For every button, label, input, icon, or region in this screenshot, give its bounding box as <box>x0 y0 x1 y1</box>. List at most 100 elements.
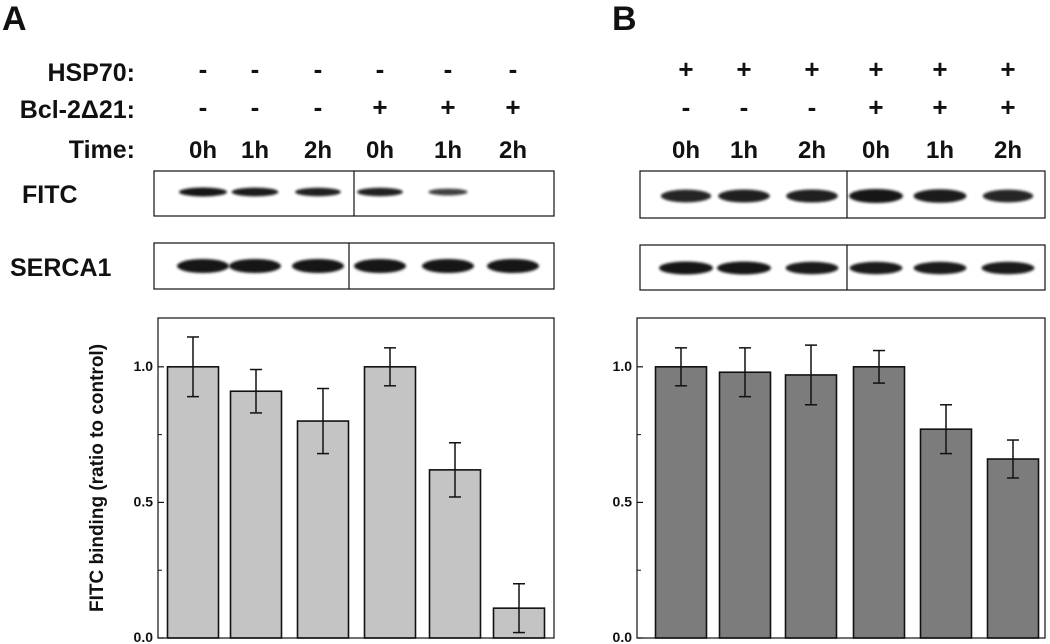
serca1-band-3 <box>292 259 344 273</box>
y-tick-label-1: 0.0 <box>134 629 154 644</box>
serca1-band-5 <box>913 261 967 275</box>
row-label-hsp70: HSP70: <box>47 59 135 87</box>
fitc-band-1 <box>660 189 712 203</box>
bar-6 <box>986 458 1040 639</box>
panel-a-bcl2-5: + <box>440 92 455 122</box>
bar-2 <box>229 390 283 639</box>
panel-a-bcl2-3: - <box>314 92 323 122</box>
panel-b-time-2: 1h <box>730 137 758 164</box>
bar-4 <box>852 366 906 639</box>
fitc-band-4 <box>849 189 903 203</box>
error-bar-1 <box>675 347 687 387</box>
panel-b-bcl2-6: + <box>1000 92 1015 122</box>
panel-b-bcl2-4: + <box>868 92 883 122</box>
blot-label-serca1: SERCA1 <box>10 254 112 282</box>
bar-5 <box>428 469 482 639</box>
panel-b-time-1: 0h <box>672 137 700 164</box>
serca1-band-4 <box>354 259 406 273</box>
y-tick-label-3: 1.0 <box>613 358 633 374</box>
serca1-band-4 <box>849 261 903 275</box>
fitc-band-2 <box>231 187 279 197</box>
error-bar-3 <box>805 344 817 406</box>
serca1-band-1 <box>177 259 229 273</box>
fitc-band-5 <box>428 188 468 196</box>
panel-b-hsp70-4: + <box>868 54 883 84</box>
panel-a-time-1: 0h <box>189 137 217 164</box>
bar-2 <box>718 371 772 639</box>
panel-b-time-3: 2h <box>798 137 826 164</box>
panel-a-hsp70-6: - <box>509 54 518 84</box>
panel-a-hsp70-1: - <box>199 54 208 84</box>
error-bar-5 <box>449 441 461 498</box>
panel-b-serca1-blot <box>639 244 1046 291</box>
serca1-band-5 <box>422 259 474 273</box>
bar-1 <box>654 366 708 639</box>
panel-b-bcl2-1: - <box>682 92 691 122</box>
panel-b-bcl2-5: + <box>932 92 947 122</box>
plot-frame <box>157 317 555 639</box>
error-bar-2 <box>250 368 262 414</box>
panel-a-hsp70-4: - <box>376 54 385 84</box>
panel-a-time-5: 1h <box>434 137 462 164</box>
panel-a-time-6: 2h <box>499 137 527 164</box>
panel-b-letter: B <box>612 0 637 38</box>
panel-a-condition-rows: - - - - - - - - - + + +0h 1h 2h 0h 1h 2h <box>189 54 527 164</box>
panel-a-hsp70-2: - <box>251 54 260 84</box>
serca1-band-6 <box>981 261 1035 275</box>
serca1-band-1 <box>659 261 713 275</box>
fitc-band-1 <box>179 187 227 197</box>
row-label-bcl2: Bcl-2Δ21: <box>20 96 135 124</box>
fitc-band-5 <box>913 189 967 203</box>
bar-5 <box>919 428 973 639</box>
plot-frame <box>636 317 1046 639</box>
panel-a-bcl2-2: - <box>251 92 260 122</box>
panel-b-time-5: 1h <box>926 137 954 164</box>
panel-b-hsp70-3: + <box>804 54 819 84</box>
serca1-band-3 <box>785 261 839 275</box>
fitc-band-3 <box>295 187 341 197</box>
error-bar-2 <box>739 347 751 398</box>
y-axis-label: FITC binding (ratio to control) <box>87 344 108 612</box>
error-bar-5 <box>940 404 952 455</box>
panel-b-condition-rows: + + + + + + - - - + + +0h 1h 2h 0h 1h 2h <box>672 54 1022 164</box>
y-tick-label-3: 1.0 <box>134 358 154 374</box>
panel-a-letter: A <box>2 0 27 38</box>
panel-a-hsp70-3: - <box>314 54 323 84</box>
row-label-time: Time: <box>69 136 135 164</box>
y-tick-label-2: 0.5 <box>613 493 633 509</box>
fitc-band-6 <box>982 189 1034 203</box>
panel-b-hsp70-6: + <box>1000 54 1015 84</box>
error-bar-4 <box>384 347 396 387</box>
panel-a-bar-chart: FITC binding (ratio to control) 0.0 0.5 1.… <box>87 317 555 644</box>
panel-a-fitc-blot <box>153 170 555 217</box>
panel-b-time-4: 0h <box>862 137 890 164</box>
panel-a-time-4: 0h <box>366 137 394 164</box>
bar-3 <box>784 374 838 639</box>
error-bar-1 <box>187 336 199 398</box>
error-bar-4 <box>873 349 885 384</box>
serca1-band-6 <box>487 259 539 273</box>
panel-a-time-2: 1h <box>241 137 269 164</box>
error-bar-3 <box>317 387 329 455</box>
panel-b-time-6: 2h <box>994 137 1022 164</box>
fitc-band-4 <box>357 187 403 197</box>
blot-label-fitc: FITC <box>22 181 78 209</box>
panel-a-serca1-blot <box>153 242 555 290</box>
fitc-band-3 <box>786 189 838 203</box>
bar-1 <box>166 366 220 639</box>
panel-b-hsp70-5: + <box>932 54 947 84</box>
error-bar-6 <box>1007 439 1019 479</box>
panel-b-bcl2-3: - <box>808 92 817 122</box>
panel-a-bcl2-6: + <box>505 92 520 122</box>
panel-b-hsp70-1: + <box>678 54 693 84</box>
serca1-band-2 <box>717 261 771 275</box>
panel-a-time-3: 2h <box>304 137 332 164</box>
panel-a-bcl2-4: + <box>372 92 387 122</box>
y-tick-label-2: 0.5 <box>134 493 154 509</box>
bar-4 <box>363 366 417 639</box>
panel-b-fitc-blot <box>639 170 1046 219</box>
panel-a-hsp70-5: - <box>444 54 453 84</box>
panel-a-bcl2-1: - <box>199 92 208 122</box>
panel-b-hsp70-2: + <box>736 54 751 84</box>
fitc-band-2 <box>718 189 770 203</box>
